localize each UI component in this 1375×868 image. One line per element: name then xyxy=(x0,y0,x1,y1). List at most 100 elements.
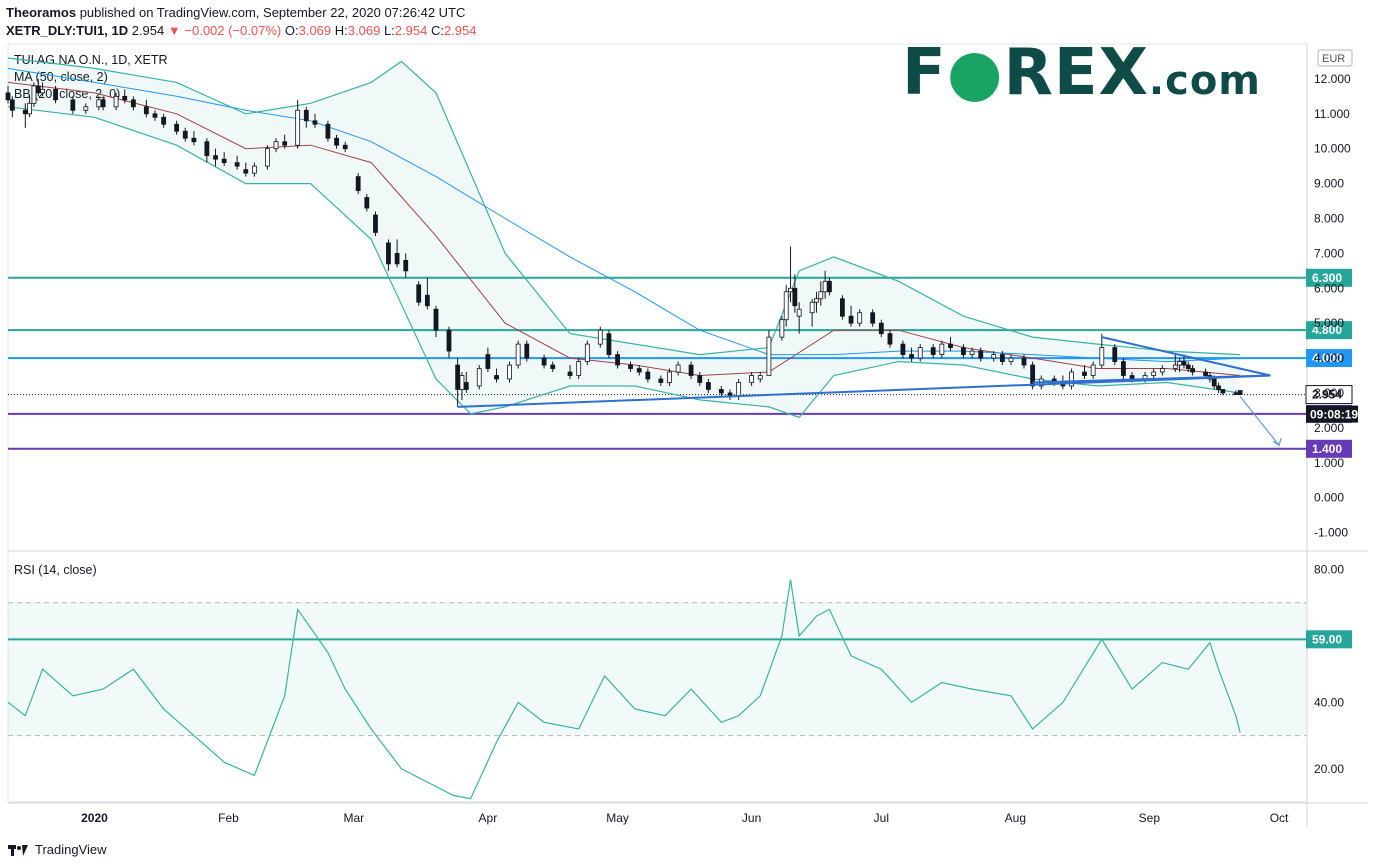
candle-body-82 xyxy=(796,308,802,317)
level-tag-0 xyxy=(1306,268,1352,287)
candle-body-83 xyxy=(809,301,815,314)
candle-body-54 xyxy=(524,343,530,359)
candle-body-105 xyxy=(1008,357,1014,362)
ohlc-o: 3.069 xyxy=(298,23,332,38)
candle-body-104 xyxy=(999,354,1005,362)
candle-body-71 xyxy=(705,382,711,390)
candle-body-115 xyxy=(1112,347,1118,362)
level-label-1: 4.800 xyxy=(1312,323,1342,337)
candle-body-27 xyxy=(264,148,270,167)
candle-body-94 xyxy=(900,343,906,355)
candle-body-61 xyxy=(606,333,612,355)
candle-body-96 xyxy=(917,347,923,359)
candle-body-90 xyxy=(857,312,863,324)
candle-body-116 xyxy=(1121,361,1126,376)
candle-body-0 xyxy=(5,92,11,101)
candle-body-39 xyxy=(386,242,391,265)
candle-body-3 xyxy=(27,102,33,115)
candle-body-38 xyxy=(373,214,378,233)
candle-body-18 xyxy=(174,123,180,132)
candle-body-117 xyxy=(1129,375,1135,380)
candle-body-40 xyxy=(394,252,400,265)
candle-body-31 xyxy=(303,109,309,122)
candle-body-14 xyxy=(130,99,136,108)
candle-body-89 xyxy=(848,315,854,324)
candle-body-78 xyxy=(779,319,785,338)
candle-body-59 xyxy=(584,343,590,362)
time-tick-1: Feb xyxy=(218,811,239,825)
candle-body-55 xyxy=(541,357,547,366)
logo-suffix: .com xyxy=(1148,58,1261,104)
candle-body-76 xyxy=(757,375,763,380)
bb-upper-line xyxy=(7,57,1241,356)
price-tick-9: 4.000 xyxy=(1314,351,1344,365)
candle-body-49 xyxy=(476,368,482,387)
candle-body-11 xyxy=(100,99,106,108)
candle-body-88 xyxy=(840,298,845,317)
rsi-level-label: 59.00 xyxy=(1312,632,1342,646)
candle-body-67 xyxy=(667,371,672,383)
candle-body-124 xyxy=(1185,364,1191,369)
candle-body-85 xyxy=(818,291,824,300)
candle-body-57 xyxy=(567,371,573,376)
price-tick-10: 3.000 xyxy=(1314,386,1344,400)
candle-body-121 xyxy=(1172,364,1178,369)
last-price-label: 2.954 xyxy=(1312,388,1342,402)
candle-body-5 xyxy=(35,85,41,94)
candle-body-50 xyxy=(485,354,491,369)
price-tick-3: 10.000 xyxy=(1314,142,1351,156)
tradingview-brand: TradingView xyxy=(35,842,107,857)
candle-body-129 xyxy=(1216,385,1221,390)
candle-body-51 xyxy=(494,375,499,380)
candle-body-107 xyxy=(1030,364,1036,387)
trendline-1 xyxy=(1101,336,1271,377)
ohlc-h-label: H: xyxy=(334,23,348,38)
candle-body-120 xyxy=(1159,368,1165,373)
legend-rsi[interactable]: RSI (14, close) xyxy=(14,563,97,577)
currency-box xyxy=(1317,49,1353,67)
candle-body-84 xyxy=(814,298,819,303)
candle-body-47 xyxy=(459,375,465,390)
symbol-info: XETR_DLY:TUI1, 1D 2.954 ▼ −0.002 (−0.07%… xyxy=(6,23,477,38)
candle-body-62 xyxy=(615,354,620,366)
price-tick-5: 8.000 xyxy=(1314,211,1344,225)
candle-body-8 xyxy=(70,99,76,111)
candle-body-131 xyxy=(1233,392,1239,395)
candle-body-45 xyxy=(446,329,452,352)
candle-body-81 xyxy=(792,287,798,307)
ohlc-o-label: O: xyxy=(284,23,299,38)
candle-body-125 xyxy=(1190,368,1195,373)
candle-body-56 xyxy=(550,364,556,369)
candle-body-25 xyxy=(243,169,249,174)
candle-body-69 xyxy=(688,364,694,376)
level-tag-1 xyxy=(1306,321,1352,340)
candle-body-23 xyxy=(221,158,227,164)
author-name[interactable]: Theoramos xyxy=(6,5,77,20)
candle-body-93 xyxy=(887,333,893,345)
currency-label: EUR xyxy=(1322,53,1345,65)
candle-body-60 xyxy=(597,329,603,345)
bb-basis-line xyxy=(7,81,1241,377)
logo-o-icon: ● xyxy=(946,36,1004,110)
price-tick-1: 12.000 xyxy=(1314,72,1351,86)
time-tick-7: Aug xyxy=(1005,811,1026,825)
candle-body-123 xyxy=(1181,361,1187,366)
candle-body-119 xyxy=(1151,371,1157,376)
candle-body-37 xyxy=(364,197,370,209)
candle-body-128 xyxy=(1211,378,1217,387)
candle-body-63 xyxy=(628,364,633,369)
candle-body-7 xyxy=(53,88,58,101)
candle-body-111 xyxy=(1069,371,1074,387)
price-tick-13: 0.000 xyxy=(1314,491,1344,505)
candle-body-48 xyxy=(463,382,469,390)
candle-body-6 xyxy=(40,88,45,94)
price-tick-4: 9.000 xyxy=(1314,177,1344,191)
tradingview-footer[interactable]: TradingView xyxy=(8,842,107,857)
candle-body-91 xyxy=(870,312,876,324)
price-tick-12: 1.000 xyxy=(1314,456,1344,470)
candle-body-35 xyxy=(342,144,348,150)
rsi-tick-1: 40.00 xyxy=(1314,695,1344,709)
candle-body-64 xyxy=(636,368,642,373)
candle-body-9 xyxy=(83,106,89,111)
